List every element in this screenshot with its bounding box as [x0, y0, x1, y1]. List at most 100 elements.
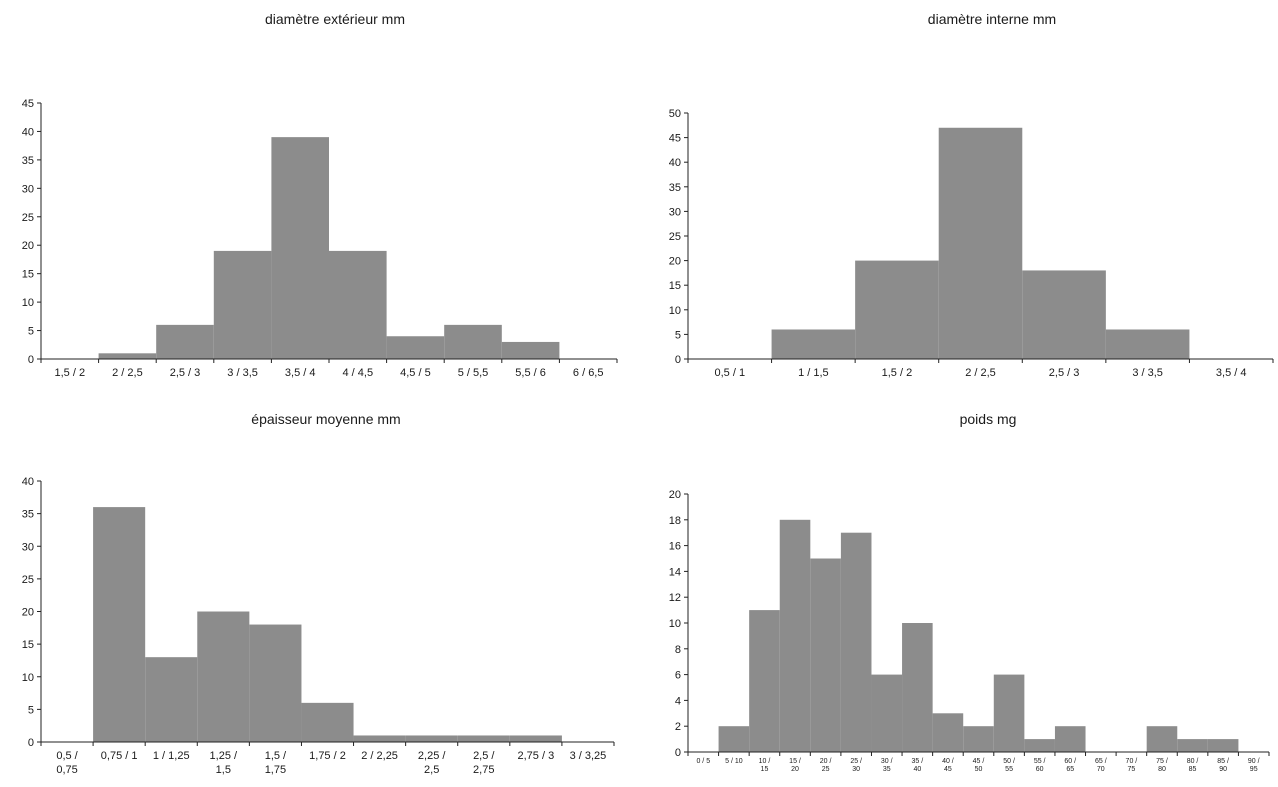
x-tick-label: 0,5 /0,75 — [56, 750, 78, 776]
y-tick-label: 0 — [675, 747, 681, 759]
x-tick-label: 60 /65 — [1064, 758, 1076, 773]
y-tick-label: 16 — [669, 541, 681, 553]
bar — [1024, 739, 1055, 752]
x-tick-label: 90 /95 — [1248, 758, 1260, 773]
x-tick-label: 15 /20 — [789, 758, 801, 773]
chart-title: diamètre interne mm — [928, 11, 1056, 27]
bar — [771, 329, 856, 359]
x-tick-label: 25 /30 — [850, 758, 862, 773]
x-tick-label: 0 / 5 — [696, 758, 710, 765]
y-tick-label: 14 — [669, 566, 681, 578]
x-tick-label: 30 /35 — [881, 758, 893, 773]
y-tick-label: 30 — [22, 541, 34, 553]
y-tick-label: 5 — [28, 326, 34, 338]
y-tick-label: 35 — [669, 182, 681, 194]
y-tick-label: 15 — [669, 280, 681, 292]
bar — [938, 127, 1023, 359]
x-tick-label: 85 /90 — [1217, 758, 1229, 773]
x-tick-label: 1,25 /1,5 — [210, 750, 238, 776]
bar — [779, 519, 811, 752]
y-tick-label: 30 — [669, 206, 681, 218]
y-tick-label: 15 — [22, 269, 34, 281]
y-tick-label: 15 — [22, 639, 34, 651]
y-tick-label: 6 — [675, 670, 681, 682]
bar — [213, 250, 272, 359]
x-tick-label: 5 / 10 — [725, 758, 743, 765]
y-tick-label: 25 — [22, 212, 34, 224]
y-tick-label: 45 — [22, 98, 34, 110]
y-tick-label: 8 — [675, 644, 681, 656]
y-tick-label: 18 — [669, 515, 681, 527]
bar — [963, 726, 994, 752]
bar — [1054, 726, 1086, 752]
x-tick-label: 1 / 1,5 — [798, 367, 829, 379]
x-tick-label: 3,5 / 4 — [1216, 367, 1247, 379]
bar — [301, 702, 354, 742]
chart-title: diamètre extérieur mm — [265, 11, 405, 27]
y-tick-label: 45 — [669, 133, 681, 145]
x-tick-label: 2 / 2,25 — [361, 750, 398, 762]
y-tick-label: 12 — [669, 592, 681, 604]
x-tick-label: 70 /75 — [1126, 758, 1138, 773]
y-tick-label: 50 — [669, 108, 681, 120]
x-tick-label: 4,5 / 5 — [400, 367, 431, 379]
x-tick-label: 5 / 5,5 — [458, 367, 489, 379]
x-tick-label: 45 /50 — [973, 758, 985, 773]
bar — [197, 611, 250, 742]
y-tick-label: 0 — [675, 354, 681, 366]
bar — [749, 610, 780, 752]
y-tick-label: 10 — [22, 297, 34, 309]
y-tick-label: 35 — [22, 509, 34, 521]
y-tick-label: 0 — [28, 354, 34, 366]
chart-epaisseur-moyenne: épaisseur moyenne mm 0 5 10 15 20 25 30 35 40 0,5 … — [0, 393, 639, 787]
bar — [457, 735, 510, 742]
bar — [840, 532, 872, 752]
y-tick-label: 20 — [22, 607, 34, 619]
y-tick-label: 20 — [22, 240, 34, 252]
chart-svg: diamètre interne mm 0 5 10 15 20 25 30 35 40 45 50 0… — [669, 11, 1274, 379]
bar — [501, 341, 560, 359]
x-tick-label: 50 /55 — [1003, 758, 1015, 773]
y-tick-label: 35 — [22, 155, 34, 167]
x-tick-label: 2,25 /2,5 — [418, 750, 446, 776]
y-tick-label: 2 — [675, 721, 681, 733]
bar — [98, 353, 157, 359]
bar — [156, 324, 214, 359]
x-tick-label: 35 /40 — [911, 758, 923, 773]
y-tick-label: 40 — [669, 157, 681, 169]
x-tick-label: 1,75 / 2 — [309, 750, 346, 762]
bar — [1177, 739, 1208, 752]
y-tick-label: 10 — [669, 305, 681, 317]
bar — [810, 558, 841, 752]
bar — [329, 250, 387, 359]
x-tick-label: 1,5 /1,75 — [265, 750, 287, 776]
bar — [855, 260, 939, 359]
x-tick-label: 3 / 3,5 — [1132, 367, 1163, 379]
x-tick-label: 2,5 / 3 — [1049, 367, 1080, 379]
x-tick-label: 1 / 1,25 — [153, 750, 190, 762]
bar — [353, 735, 406, 742]
x-tick-label: 2 / 2,5 — [965, 367, 996, 379]
chart-svg: diamètre extérieur mm 0 5 10 15 20 25 30 35 40 45 1… — [22, 11, 618, 379]
x-tick-label: 1,5 / 2 — [55, 367, 86, 379]
y-tick-label: 40 — [22, 126, 34, 138]
y-tick-label: 40 — [22, 476, 34, 488]
x-tick-label: 55 /60 — [1034, 758, 1046, 773]
bar — [405, 735, 458, 742]
x-tick-label: 0,5 / 1 — [714, 367, 745, 379]
x-tick-label: 2,75 / 3 — [518, 750, 555, 762]
bar — [902, 623, 933, 752]
chart-poids: poids mg 0 2 4 6 8 10 12 14 16 18 20 0 / 5 5 / 10 10 /… — [639, 393, 1278, 787]
bar — [1146, 726, 1178, 752]
bar — [145, 657, 198, 742]
x-tick-label: 5,5 / 6 — [515, 367, 546, 379]
y-tick-label: 4 — [675, 695, 681, 707]
y-tick-label: 5 — [28, 704, 34, 716]
x-tick-label: 4 / 4,5 — [343, 367, 374, 379]
chart-title: épaisseur moyenne mm — [251, 411, 400, 427]
x-tick-label: 3 / 3,25 — [570, 750, 607, 762]
bar — [386, 336, 445, 359]
bar — [718, 726, 750, 752]
x-tick-label: 0,75 / 1 — [101, 750, 138, 762]
x-tick-label: 20 /25 — [820, 758, 832, 773]
